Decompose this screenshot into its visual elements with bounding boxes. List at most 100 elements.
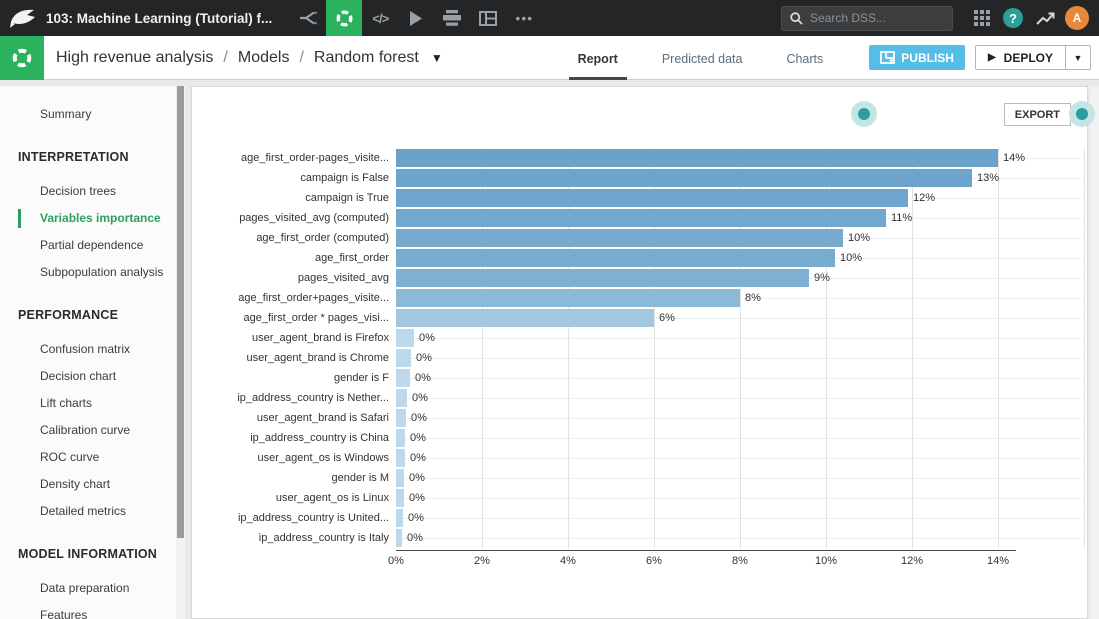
- tab-report[interactable]: Report: [568, 36, 627, 80]
- chart-row: age_first_order (computed) 10%: [192, 228, 1081, 248]
- importance-bar: [396, 269, 809, 287]
- importance-bar: [396, 169, 972, 187]
- sidebar-scrollbar[interactable]: [176, 86, 185, 619]
- avatar[interactable]: A: [1065, 6, 1089, 30]
- bar-label: age_first_order (computed): [256, 232, 389, 244]
- apps-grid-icon[interactable]: [967, 0, 997, 36]
- jobs-icon[interactable]: [434, 0, 470, 36]
- play-icon[interactable]: [398, 0, 434, 36]
- chart-row: pages_visited_avg (computed) 11%: [192, 208, 1081, 228]
- dashboard-icon[interactable]: [470, 0, 506, 36]
- importance-bar: [396, 229, 843, 247]
- bar-value-label: 0%: [410, 432, 426, 444]
- bar-value-label: 0%: [412, 392, 428, 404]
- bar-track: 0%: [396, 468, 1081, 488]
- help-icon[interactable]: ?: [997, 0, 1029, 36]
- dataiku-bird-icon: [10, 9, 35, 28]
- sidebar-item-lift-charts[interactable]: Lift charts: [40, 396, 93, 410]
- x-axis-line: [396, 550, 1016, 551]
- grid-hline: [396, 378, 1081, 379]
- sidebar-item-summary[interactable]: Summary: [40, 107, 92, 121]
- bar-label: gender is M: [331, 472, 389, 484]
- bar-label: age_first_order * pages_visi...: [243, 312, 389, 324]
- breadcrumb-item[interactable]: High revenue analysis: [56, 48, 214, 66]
- x-axis-tick: 0%: [388, 555, 404, 567]
- deploy-button[interactable]: ▶ DEPLOY: [974, 45, 1065, 70]
- report-tabs: Report Predicted data Charts: [556, 36, 846, 80]
- breadcrumb-item[interactable]: Models: [237, 48, 290, 66]
- grid-vline: [1084, 148, 1085, 548]
- sidebar-item-density-chart[interactable]: Density chart: [40, 477, 111, 491]
- more-icon[interactable]: •••: [515, 10, 534, 26]
- trend-icon[interactable]: [1029, 0, 1061, 36]
- importance-bar: [396, 389, 407, 407]
- sidebar-item-confusion-matrix[interactable]: Confusion matrix: [40, 342, 131, 356]
- bar-track: 0%: [396, 508, 1081, 528]
- bar-value-label: 8%: [745, 292, 761, 304]
- chart-row: gender is F 0%: [192, 368, 1081, 388]
- code-icon[interactable]: </>: [372, 10, 389, 26]
- bar-label: ip_address_country is Nether...: [237, 392, 389, 404]
- tab-charts[interactable]: Charts: [786, 51, 824, 66]
- bar-label: pages_visited_avg (computed): [239, 212, 389, 224]
- bar-value-label: 13%: [977, 172, 1000, 184]
- tutorial-hotspot-charts[interactable]: [851, 101, 877, 127]
- chart-row: ip_address_country is United... 0%: [192, 508, 1081, 528]
- breadcrumb-item[interactable]: Random forest: [313, 48, 419, 66]
- sidebar-item-data-preparation[interactable]: Data preparation: [40, 581, 130, 595]
- importance-bar: [396, 349, 411, 367]
- bar-track: 12%: [396, 188, 1081, 208]
- sidebar-item-decision-chart[interactable]: Decision chart: [40, 369, 117, 383]
- bar-label: user_agent_brand is Safari: [256, 412, 389, 424]
- grid-hline: [396, 418, 1081, 419]
- breadcrumb-caret-icon[interactable]: ▼: [430, 50, 443, 65]
- grid-vline: [482, 148, 483, 548]
- x-axis-tick: 2%: [474, 555, 490, 567]
- chart-row: user_agent_brand is Chrome 0%: [192, 348, 1081, 368]
- publish-button[interactable]: PUBLISH: [869, 45, 965, 70]
- bar-track: 8%: [396, 288, 1081, 308]
- bar-value-label: 0%: [407, 532, 423, 544]
- importance-bar: [396, 429, 405, 447]
- flow-icon[interactable]: [290, 0, 326, 36]
- search-input[interactable]: [810, 11, 940, 25]
- sidebar-item-decision-trees[interactable]: Decision trees: [40, 184, 117, 198]
- bar-track: 0%: [396, 328, 1081, 348]
- importance-bar: [396, 189, 908, 207]
- page-scrollbar[interactable]: [1090, 86, 1099, 619]
- chart-row: campaign is False 13%: [192, 168, 1081, 188]
- bar-track: 10%: [396, 228, 1081, 248]
- lab-icon[interactable]: [326, 0, 363, 36]
- publish-dashboard-icon: [880, 51, 896, 64]
- grid-hline: [396, 478, 1081, 479]
- bar-label: user_agent_brand is Firefox: [252, 332, 389, 344]
- bar-track: 0%: [396, 528, 1081, 548]
- sidebar-item-variables-importance[interactable]: Variables importance: [0, 205, 176, 232]
- sidebar-scrollbar-thumb[interactable]: [177, 86, 184, 538]
- importance-bar: [396, 329, 414, 347]
- chart-x-axis: 0% 2% 4% 6% 8% 10% 12% 14%: [192, 548, 1081, 574]
- bar-track: 0%: [396, 488, 1081, 508]
- deploy-caret-button[interactable]: ▼: [1065, 45, 1091, 70]
- search-box[interactable]: [781, 5, 953, 31]
- sidebar-item-roc-curve[interactable]: ROC curve: [40, 450, 100, 464]
- importance-bar: [396, 449, 405, 467]
- tutorial-hotspot-deploy[interactable]: [1069, 101, 1095, 127]
- dataiku-logo[interactable]: [0, 0, 46, 36]
- project-title: 103: Machine Learning (Tutorial) f...: [46, 10, 273, 26]
- tab-predicted-data[interactable]: Predicted data: [661, 51, 743, 66]
- grid-hline: [396, 438, 1081, 439]
- sidebar-section-interpretation: INTERPRETATION: [18, 150, 129, 164]
- app-body: Summary INTERPRETATION Decision trees Varia…: [0, 80, 1099, 619]
- bar-track: 9%: [396, 268, 1081, 288]
- bar-label: ip_address_country is United...: [237, 512, 389, 524]
- sidebar-item-partial-dependence[interactable]: Partial dependence: [40, 238, 144, 252]
- analysis-lab-badge[interactable]: [0, 35, 44, 80]
- export-button[interactable]: EXPORT: [1003, 103, 1071, 126]
- sidebar-item-subpopulation-analysis[interactable]: Subpopulation analysis: [40, 265, 164, 279]
- sidebar-item-calibration-curve[interactable]: Calibration curve: [40, 423, 131, 437]
- bar-label: gender is F: [333, 372, 389, 384]
- sidebar-item-features[interactable]: Features: [40, 608, 88, 619]
- bar-value-label: 0%: [410, 452, 426, 464]
- sidebar-item-detailed-metrics[interactable]: Detailed metrics: [40, 504, 127, 518]
